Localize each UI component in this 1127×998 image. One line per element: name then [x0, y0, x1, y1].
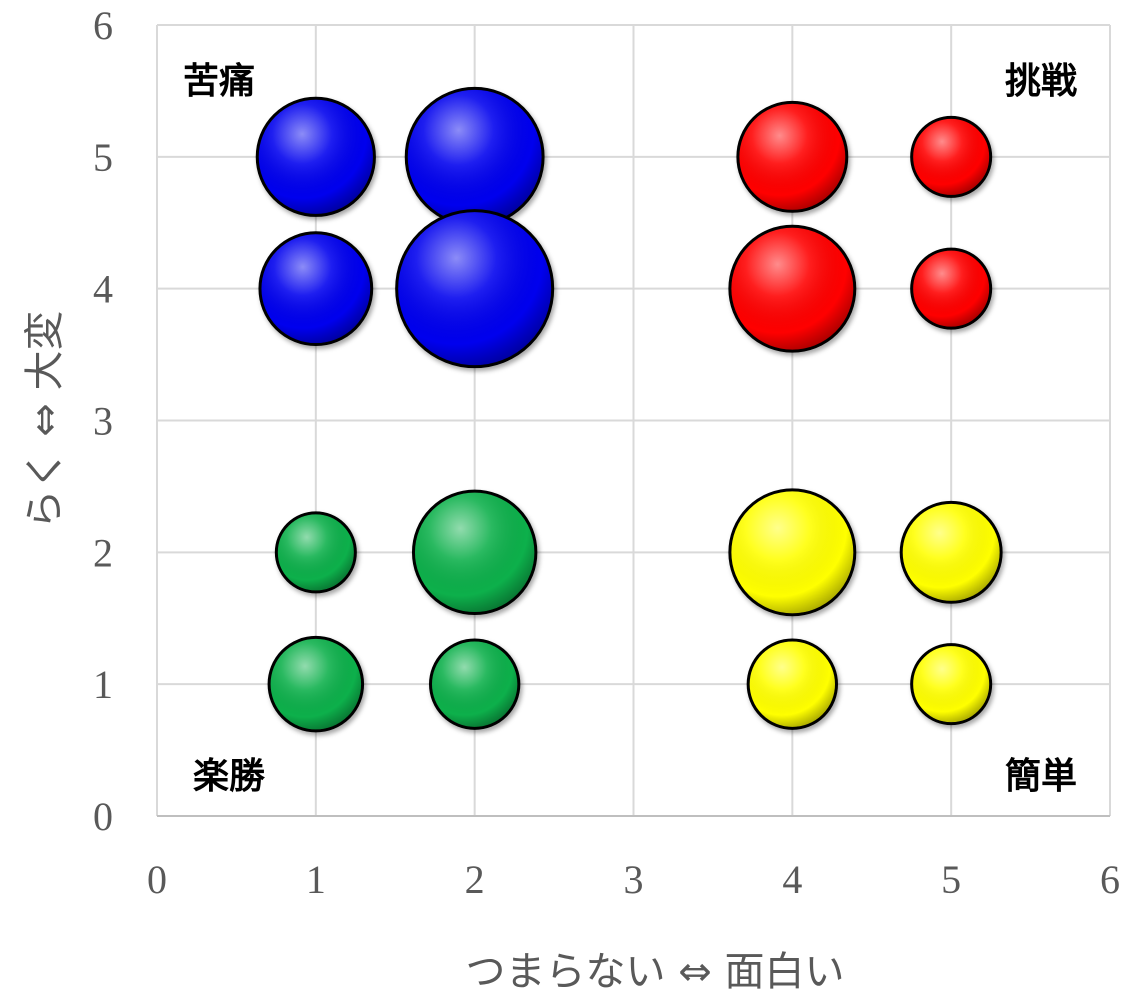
x-tick-label: 4	[782, 857, 802, 902]
bubble-point	[258, 231, 374, 347]
y-tick-label: 0	[93, 794, 113, 839]
bubble-point	[910, 247, 993, 330]
x-tick-label: 5	[941, 857, 961, 902]
y-tick-label: 2	[93, 530, 113, 575]
bubble-point	[910, 643, 993, 726]
y-tick-label: 1	[93, 662, 113, 707]
bubble-point	[736, 100, 849, 213]
x-tick-label: 6	[1100, 857, 1120, 902]
x-tick-label: 2	[465, 857, 485, 902]
y-tick-label: 5	[93, 135, 113, 180]
bubble-point	[429, 638, 521, 730]
y-tick-label: 4	[93, 267, 113, 312]
bubbles	[255, 86, 1003, 733]
quadrant-label-top-right: 挑戦	[1005, 61, 1077, 102]
x-axis-title: つまらない ⇔ 面白い	[466, 949, 845, 993]
bubble-point	[411, 489, 538, 616]
bubble-point	[274, 511, 357, 594]
quadrant-labels: 苦痛 挑戦 楽勝 簡単	[183, 61, 1077, 797]
bubble-point	[395, 209, 555, 369]
quadrant-label-bottom-left: 楽勝	[193, 756, 266, 797]
tick-labels: 0 1 2 3 4 5 6 0 1 2 3 4 5 6	[93, 3, 1120, 902]
x-tick-label: 3	[624, 857, 644, 902]
bubble-point	[267, 635, 365, 733]
quadrant-label-top-left: 苦痛	[183, 61, 255, 102]
quadrant-label-bottom-right: 簡単	[1005, 756, 1077, 797]
bubble-point	[255, 96, 376, 217]
bubble-point	[899, 500, 1003, 604]
bubble-point	[404, 86, 545, 227]
y-tick-label: 3	[93, 399, 113, 444]
bubble-point	[728, 224, 857, 353]
x-tick-label: 1	[306, 857, 326, 902]
y-axis-title: らく ⇔ 大変	[22, 311, 68, 530]
bubble-point	[728, 488, 857, 617]
bubble-point	[910, 115, 993, 198]
x-tick-label: 0	[147, 857, 167, 902]
y-tick-label: 6	[93, 3, 113, 48]
bubble-point	[746, 638, 838, 730]
